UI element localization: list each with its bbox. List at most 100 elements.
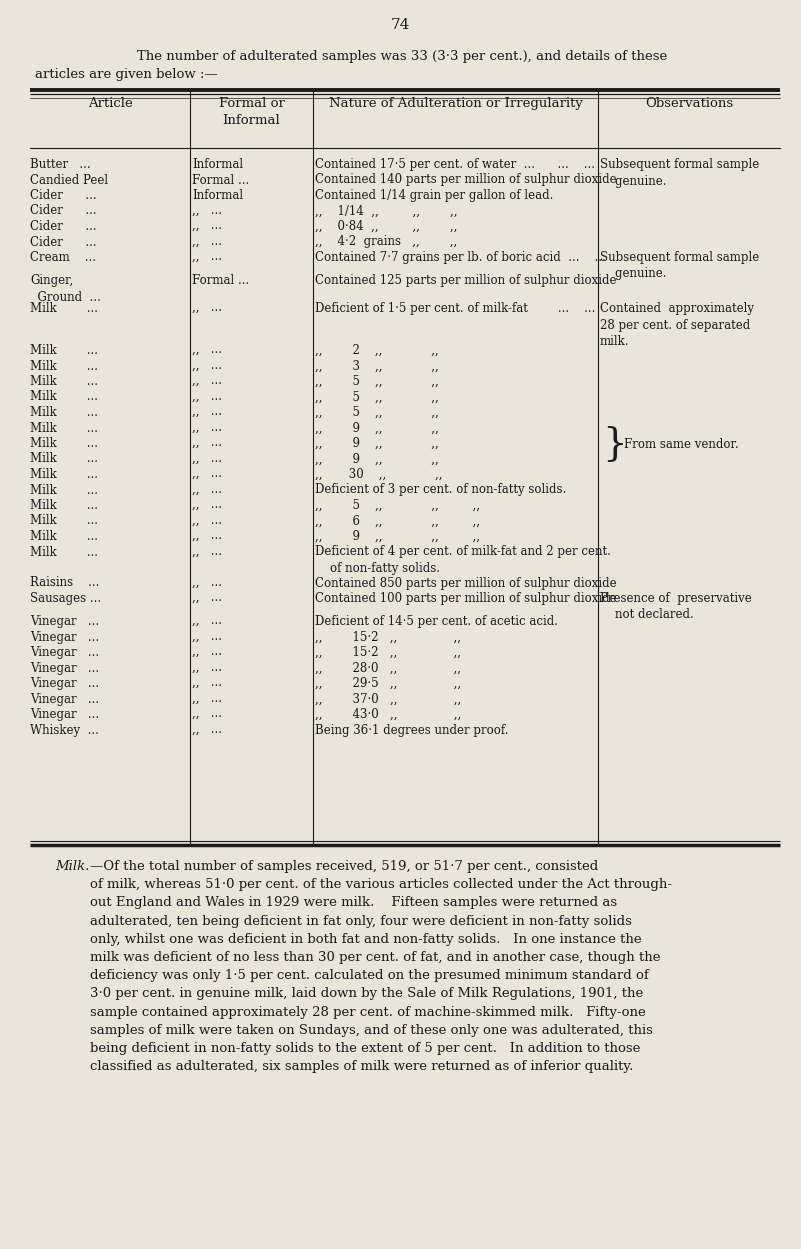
Text: ,,   ...: ,, ... — [192, 530, 222, 543]
Text: ,,   ...: ,, ... — [192, 251, 222, 264]
Text: Raisins    ...: Raisins ... — [30, 577, 99, 590]
Text: articles are given below :—: articles are given below :— — [35, 67, 218, 81]
Text: ,,   ...: ,, ... — [192, 236, 222, 249]
Text: ,,        15·2   ,,               ,,: ,, 15·2 ,, ,, — [315, 631, 461, 643]
Text: ,,        5    ,,             ,,         ,,: ,, 5 ,, ,, ,, — [315, 500, 480, 512]
Text: ,,   ...: ,, ... — [192, 406, 222, 418]
Text: ,,   ...: ,, ... — [192, 693, 222, 706]
Text: ,,   ...: ,, ... — [192, 421, 222, 435]
Text: Milk        ...: Milk ... — [30, 406, 98, 418]
Text: Contained 100 parts per million of sulphur dioxide: Contained 100 parts per million of sulph… — [315, 592, 617, 605]
Text: ,,    1/14  ,,         ,,        ,,: ,, 1/14 ,, ,, ,, — [315, 205, 457, 217]
Text: Whiskey  ...: Whiskey ... — [30, 723, 99, 737]
Text: —Of the total number of samples received, 519, or 51·7 per cent., consisted
of m: —Of the total number of samples received… — [90, 861, 672, 1073]
Text: ,,        5    ,,             ,,: ,, 5 ,, ,, — [315, 375, 439, 388]
Text: ,,        5    ,,             ,,: ,, 5 ,, ,, — [315, 406, 439, 418]
Text: Contained 1/14 grain per gallon of lead.: Contained 1/14 grain per gallon of lead. — [315, 189, 553, 202]
Text: ,,   ...: ,, ... — [192, 616, 222, 628]
Text: Milk        ...: Milk ... — [30, 515, 98, 527]
Text: ,,    0·84  ,,         ,,        ,,: ,, 0·84 ,, ,, ,, — [315, 220, 457, 234]
Text: ,,   ...: ,, ... — [192, 515, 222, 527]
Text: ,,   ...: ,, ... — [192, 468, 222, 481]
Text: ,,        9    ,,             ,,: ,, 9 ,, ,, — [315, 437, 439, 450]
Text: Ginger,
  Ground  ...: Ginger, Ground ... — [30, 275, 101, 304]
Text: Cider      ...: Cider ... — [30, 189, 97, 202]
Text: ,,   ...: ,, ... — [192, 220, 222, 234]
Text: Milk        ...: Milk ... — [30, 421, 98, 435]
Text: ,,   ...: ,, ... — [192, 708, 222, 721]
Text: ,,   ...: ,, ... — [192, 677, 222, 691]
Text: Butter   ...: Butter ... — [30, 159, 91, 171]
Text: Formal or
Informal: Formal or Informal — [219, 97, 284, 127]
Text: Milk        ...: Milk ... — [30, 375, 98, 388]
Text: Cider      ...: Cider ... — [30, 220, 97, 234]
Text: ,,   ...: ,, ... — [192, 592, 222, 605]
Text: Deficient of 1·5 per cent. of milk-fat        ...    ...: Deficient of 1·5 per cent. of milk-fat .… — [315, 302, 595, 315]
Text: Subsequent formal sample
    genuine.: Subsequent formal sample genuine. — [600, 159, 759, 187]
Text: ,,        6    ,,             ,,         ,,: ,, 6 ,, ,, ,, — [315, 515, 480, 527]
Text: Cream    ...: Cream ... — [30, 251, 96, 264]
Text: Informal: Informal — [192, 189, 244, 202]
Text: ,,        9    ,,             ,,: ,, 9 ,, ,, — [315, 421, 439, 435]
Text: Deficient of 3 per cent. of non-fatty solids.: Deficient of 3 per cent. of non-fatty so… — [315, 483, 566, 497]
Text: ,,   ...: ,, ... — [192, 360, 222, 372]
Text: ,,        29·5   ,,               ,,: ,, 29·5 ,, ,, — [315, 677, 461, 691]
Text: Formal ...: Formal ... — [192, 275, 249, 287]
Text: Nature of Adulteration or Irregularity: Nature of Adulteration or Irregularity — [328, 97, 582, 110]
Text: Cider      ...: Cider ... — [30, 205, 97, 217]
Text: ,,        9    ,,             ,,         ,,: ,, 9 ,, ,, ,, — [315, 530, 480, 543]
Text: Milk        ...: Milk ... — [30, 500, 98, 512]
Text: From same vendor.: From same vendor. — [624, 438, 739, 451]
Text: Contained 17·5 per cent. of water  ...      ...    ...: Contained 17·5 per cent. of water ... ..… — [315, 159, 595, 171]
Text: Milk        ...: Milk ... — [30, 530, 98, 543]
Text: Deficient of 4 per cent. of milk-fat and 2 per cent.
    of non-fatty solids.: Deficient of 4 per cent. of milk-fat and… — [315, 546, 611, 575]
Text: ,,   ...: ,, ... — [192, 631, 222, 643]
Text: Being 36·1 degrees under proof.: Being 36·1 degrees under proof. — [315, 723, 509, 737]
Text: ,,        28·0   ,,               ,,: ,, 28·0 ,, ,, — [315, 662, 461, 674]
Text: Milk        ...: Milk ... — [30, 302, 98, 315]
Text: Contained 7·7 grains per lb. of boric acid  ...    ...: Contained 7·7 grains per lb. of boric ac… — [315, 251, 606, 264]
Text: ,,        5    ,,             ,,: ,, 5 ,, ,, — [315, 391, 439, 403]
Text: ,,        3    ,,             ,,: ,, 3 ,, ,, — [315, 360, 439, 372]
Text: Milk        ...: Milk ... — [30, 360, 98, 372]
Text: Vinegar   ...: Vinegar ... — [30, 631, 99, 643]
Text: Milk        ...: Milk ... — [30, 468, 98, 481]
Text: ,,   ...: ,, ... — [192, 452, 222, 466]
Text: Candied Peel: Candied Peel — [30, 174, 108, 186]
Text: ,,    4·2  grains   ,,        ,,: ,, 4·2 grains ,, ,, — [315, 236, 457, 249]
Text: The number of adulterated samples was 33 (3·3 per cent.), and details of these: The number of adulterated samples was 33… — [120, 50, 667, 62]
Text: Contained 850 parts per million of sulphur dioxide: Contained 850 parts per million of sulph… — [315, 577, 617, 590]
Text: ,,   ...: ,, ... — [192, 437, 222, 450]
Text: Contained 140 parts per million of sulphur dioxide: Contained 140 parts per million of sulph… — [315, 174, 617, 186]
Text: Milk        ...: Milk ... — [30, 483, 98, 497]
Text: ,,   ...: ,, ... — [192, 343, 222, 357]
Text: Cider      ...: Cider ... — [30, 236, 97, 249]
Text: ,,   ...: ,, ... — [192, 723, 222, 737]
Text: ,,        9    ,,             ,,: ,, 9 ,, ,, — [315, 452, 439, 466]
Text: ,,   ...: ,, ... — [192, 205, 222, 217]
Text: Contained  approximately
28 per cent. of separated
milk.: Contained approximately 28 per cent. of … — [600, 302, 754, 348]
Text: ,,        15·2   ,,               ,,: ,, 15·2 ,, ,, — [315, 646, 461, 659]
Text: Milk        ...: Milk ... — [30, 452, 98, 466]
Text: Milk        ...: Milk ... — [30, 546, 98, 558]
Text: Vinegar   ...: Vinegar ... — [30, 616, 99, 628]
Text: ,,   ...: ,, ... — [192, 500, 222, 512]
Text: Milk        ...: Milk ... — [30, 437, 98, 450]
Text: Sausages ...: Sausages ... — [30, 592, 101, 605]
Text: ,,   ...: ,, ... — [192, 546, 222, 558]
Text: 74: 74 — [391, 17, 410, 32]
Text: Contained 125 parts per million of sulphur dioxide: Contained 125 parts per million of sulph… — [315, 275, 617, 287]
Text: Vinegar   ...: Vinegar ... — [30, 646, 99, 659]
Text: ,,   ...: ,, ... — [192, 577, 222, 590]
Text: ,,   ...: ,, ... — [192, 391, 222, 403]
Text: ,,   ...: ,, ... — [192, 646, 222, 659]
Text: Milk        ...: Milk ... — [30, 391, 98, 403]
Text: Deficient of 14·5 per cent. of acetic acid.: Deficient of 14·5 per cent. of acetic ac… — [315, 616, 558, 628]
Text: Vinegar   ...: Vinegar ... — [30, 693, 99, 706]
Text: ,,       30    ,,             ,,: ,, 30 ,, ,, — [315, 468, 442, 481]
Text: Vinegar   ...: Vinegar ... — [30, 677, 99, 691]
Text: ,,   ...: ,, ... — [192, 483, 222, 497]
Text: ,,   ...: ,, ... — [192, 375, 222, 388]
Text: }: } — [602, 426, 626, 463]
Text: Formal ...: Formal ... — [192, 174, 249, 186]
